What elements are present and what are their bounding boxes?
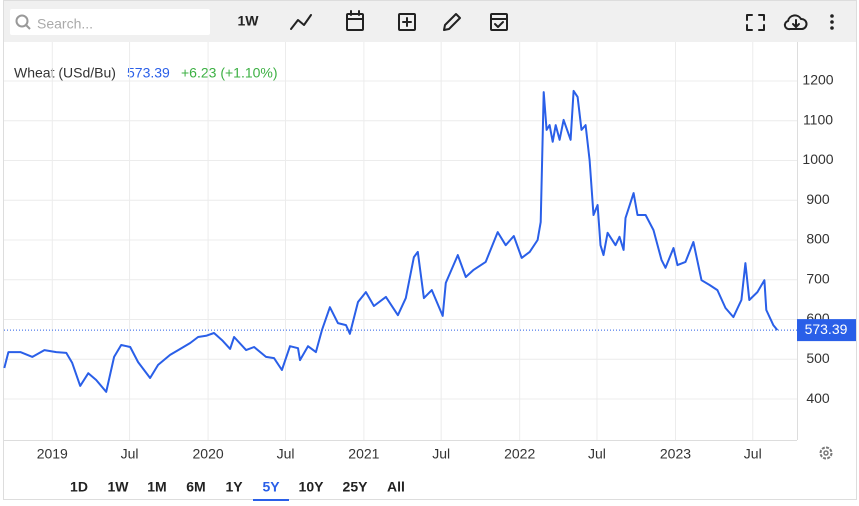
search-icon (15, 14, 29, 28)
y-tick-label: 700 (806, 270, 830, 286)
x-tick-label: Jul (744, 446, 762, 462)
calendar-icon[interactable] (346, 10, 364, 31)
search-icon-handle (25, 24, 31, 30)
interval-button[interactable]: 1W (238, 13, 260, 29)
chart-title: Wheat (USd/Bu) (14, 65, 116, 81)
search-box[interactable] (10, 9, 210, 35)
draw-icon[interactable] (443, 13, 461, 31)
search-placeholder: Search... (37, 16, 93, 32)
range-button[interactable]: All (387, 479, 405, 495)
x-tick-label: Jul (588, 446, 606, 462)
range-button[interactable]: 1D (70, 479, 88, 495)
x-tick-label: 2023 (660, 446, 691, 462)
menu-icon[interactable] (830, 14, 834, 30)
x-tick-label: 2020 (193, 446, 224, 462)
y-tick-label: 500 (806, 350, 830, 366)
y-tick-label: 1200 (802, 72, 833, 88)
price: 573.39 (127, 65, 170, 81)
x-tick-label: 2019 (37, 446, 68, 462)
x-tick-label: Jul (277, 446, 295, 462)
add-icon[interactable] (398, 13, 416, 31)
x-tick-label: Jul (432, 446, 450, 462)
price-change: +6.23 (+1.10%) (181, 65, 278, 81)
x-tick-label: 2022 (504, 446, 535, 462)
range-button[interactable]: 1Y (225, 479, 243, 495)
range-button[interactable]: 6M (186, 479, 205, 495)
fullscreen-icon[interactable] (746, 14, 765, 31)
y-tick-label: 900 (806, 191, 830, 207)
y-tick-label: 800 (806, 231, 830, 247)
price-axis-label: 573.39 (805, 321, 848, 337)
x-tick-label: Jul (121, 446, 139, 462)
event-icon[interactable] (490, 13, 508, 31)
range-button[interactable]: 1W (108, 479, 130, 495)
range-button[interactable]: 10Y (299, 479, 325, 495)
y-tick-label: 400 (806, 390, 830, 406)
widget-frame (3, 0, 857, 500)
chart-type-icon[interactable] (290, 14, 312, 30)
y-tick-label: 1100 (803, 111, 833, 127)
x-tick-label: 2021 (348, 446, 379, 462)
range-button[interactable]: 25Y (343, 479, 369, 495)
price-line (3, 89, 779, 393)
price-label-box (797, 319, 856, 342)
settings-icon[interactable] (819, 446, 833, 460)
range-button[interactable]: 5Y (262, 479, 280, 495)
range-button[interactable]: 1M (147, 479, 166, 495)
y-tick-label: 1000 (802, 151, 833, 167)
download-icon[interactable] (783, 14, 808, 31)
